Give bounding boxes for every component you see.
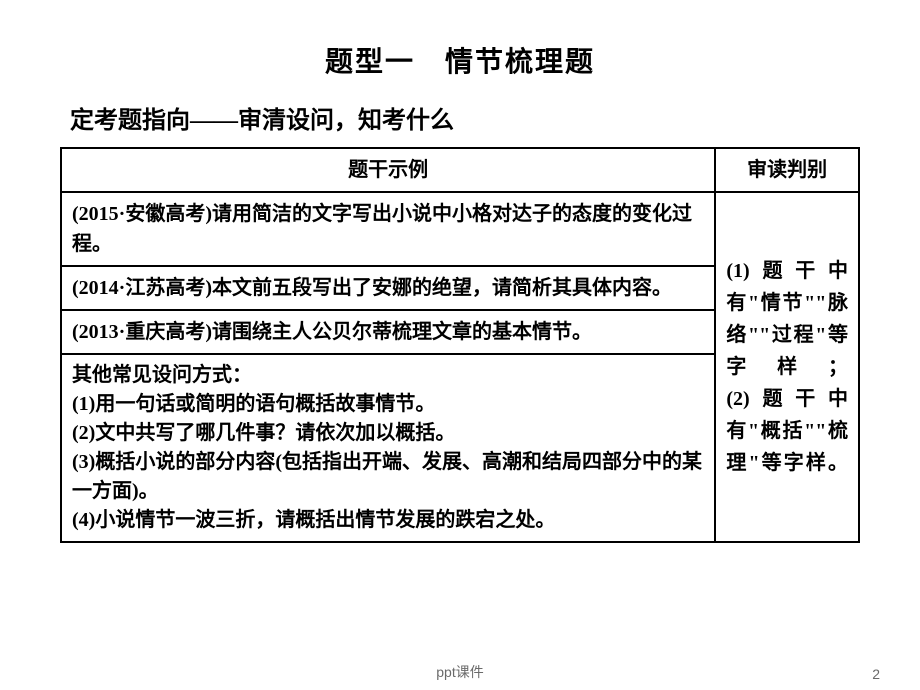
header-right: 审读判别 xyxy=(715,148,859,192)
main-table: 题干示例 审读判别 (2015·安徽高考)请用简洁的文字写出小说中小格对达子的态… xyxy=(60,147,860,543)
other-questions-cell: 其他常见设问方式：(1)用一句话或简明的语句概括故事情节。(2)文中共写了哪几件… xyxy=(61,354,715,542)
table-row: (2015·安徽高考)请用简洁的文字写出小说中小格对达子的态度的变化过程。 (1… xyxy=(61,192,859,266)
header-left: 题干示例 xyxy=(61,148,715,192)
example-cell-1: (2015·安徽高考)请用简洁的文字写出小说中小格对达子的态度的变化过程。 xyxy=(61,192,715,266)
page-number: 2 xyxy=(872,666,880,682)
page-title: 题型一 情节梳理题 xyxy=(60,40,860,80)
table-header-row: 题干示例 审读判别 xyxy=(61,148,859,192)
footer-label: ppt课件 xyxy=(0,662,920,682)
page-subtitle: 定考题指向——审清设问，知考什么 xyxy=(60,100,860,135)
example-cell-2: (2014·江苏高考)本文前五段写出了安娜的绝望，请简析其具体内容。 xyxy=(61,266,715,310)
judgment-cell: (1)题干中有"情节""脉络""过程"等字样；(2)题干中有"概括""梳理"等字… xyxy=(715,192,859,542)
example-cell-3: (2013·重庆高考)请围绕主人公贝尔蒂梳理文章的基本情节。 xyxy=(61,310,715,354)
